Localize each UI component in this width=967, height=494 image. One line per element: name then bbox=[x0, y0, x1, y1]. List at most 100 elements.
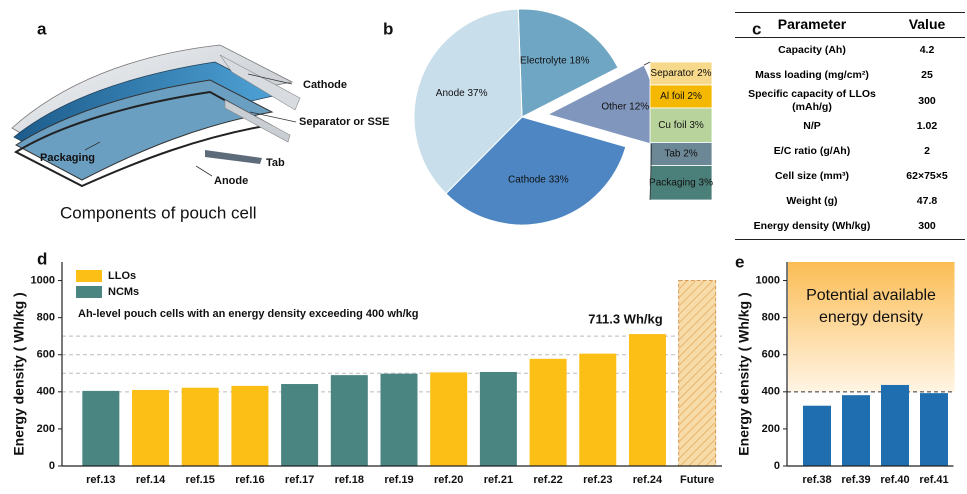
row: Weight (g) 47.8 bbox=[735, 189, 965, 214]
parameter-cell: Energy density (Wh/kg) bbox=[735, 214, 889, 240]
part-label: Separator or SSE bbox=[299, 116, 389, 128]
parameter-cell: E/C ratio (g/Ah) bbox=[773, 145, 851, 157]
slice-label: Electrolyte 18% bbox=[520, 56, 590, 67]
segment-label: Packaging 3% bbox=[649, 177, 713, 188]
y-tick-label: 200 bbox=[37, 423, 55, 435]
y-tick-label: 600 bbox=[37, 349, 55, 361]
bar bbox=[231, 385, 269, 466]
breakdown-segment bbox=[649, 107, 713, 143]
bar bbox=[479, 371, 517, 466]
panel-label: a bbox=[37, 19, 47, 38]
x-tick-label: ref.21 bbox=[484, 474, 513, 486]
row: Mass loading (mg/cm²) 25 bbox=[735, 63, 965, 88]
slice-label: Cathode 33% bbox=[508, 174, 569, 185]
row: E/C ratio (g/Ah) 2 bbox=[735, 139, 965, 164]
x-tick-label: ref.20 bbox=[434, 474, 463, 486]
x-tick-label: ref.17 bbox=[285, 474, 314, 486]
parameter-cell: Mass loading (mg/cm²) bbox=[755, 69, 869, 81]
bar bbox=[132, 389, 170, 466]
x-tick-label: ref.41 bbox=[919, 474, 948, 486]
value-cell: 4.2 bbox=[919, 44, 935, 56]
y-axis-label: Energy density ( Wh/kg ) bbox=[11, 292, 27, 455]
x-tick-label: ref.23 bbox=[583, 474, 612, 486]
bar bbox=[181, 387, 219, 466]
bar bbox=[579, 353, 617, 466]
row: Energy density (Wh/kg) 300 bbox=[735, 214, 965, 240]
parameter-cell: Capacity (Ah) bbox=[778, 44, 846, 56]
segment-label: Separator 2% bbox=[650, 68, 711, 79]
segment-label: Al foil 2% bbox=[660, 91, 702, 102]
x-tick-label: ref.38 bbox=[802, 474, 831, 486]
pie-slice bbox=[445, 116, 627, 226]
part-label: Packaging bbox=[40, 152, 95, 164]
value-cell: 300 bbox=[889, 214, 965, 240]
x-tick-label: ref.14 bbox=[136, 474, 166, 486]
bar bbox=[920, 393, 948, 466]
bar bbox=[430, 372, 468, 466]
bar bbox=[881, 384, 909, 466]
connector bbox=[643, 61, 651, 66]
x-tick-label: ref.40 bbox=[880, 474, 909, 486]
pouch-cell-illustration bbox=[11, 44, 301, 188]
column-header: Value bbox=[889, 12, 965, 38]
x-tick-label: ref.15 bbox=[186, 474, 215, 486]
value-cell: 2 bbox=[924, 145, 930, 157]
header-row: Parameter Value bbox=[735, 12, 965, 38]
legend-label: NCMs bbox=[108, 286, 139, 298]
x-tick-label: ref.22 bbox=[533, 474, 562, 486]
potential-region bbox=[788, 262, 955, 392]
annotation: Ah-level pouch cells with an energy dens… bbox=[78, 308, 419, 320]
legend-label: LLOs bbox=[108, 270, 136, 282]
value-label: 711.3 Wh/kg bbox=[588, 312, 662, 327]
bar bbox=[803, 405, 831, 466]
x-tick-label: ref.24 bbox=[633, 474, 663, 486]
pie-slice bbox=[517, 8, 619, 118]
bar bbox=[678, 280, 717, 467]
x-tick-label: ref.16 bbox=[235, 474, 264, 486]
parameter-cell: Specific capacity of LLOs (mAh/g) bbox=[748, 88, 876, 113]
bar bbox=[380, 373, 418, 466]
panel-label: d bbox=[37, 249, 47, 268]
part-label: Cathode bbox=[303, 79, 347, 91]
row: Cell size (mm³) 62×75×5 bbox=[735, 164, 965, 189]
slice-label: Other 12% bbox=[601, 102, 649, 113]
bar bbox=[628, 334, 666, 466]
value-cell: 25 bbox=[921, 69, 933, 81]
breakdown-segment bbox=[649, 165, 713, 201]
x-tick-label: ref.19 bbox=[384, 474, 413, 486]
x-tick-label: Future bbox=[680, 474, 714, 486]
value-cell: 1.02 bbox=[916, 120, 938, 132]
annotation: Potential available energy density bbox=[806, 287, 936, 326]
y-tick-label: 600 bbox=[762, 349, 780, 361]
panel-label: b bbox=[383, 19, 393, 38]
y-tick-label: 400 bbox=[37, 386, 55, 398]
diagram-title: Components of pouch cell bbox=[60, 203, 257, 222]
bar bbox=[529, 358, 567, 466]
pie-slice bbox=[413, 8, 523, 195]
value-cell: 300 bbox=[918, 94, 936, 107]
part-label: Anode bbox=[214, 175, 248, 187]
y-tick-label: 400 bbox=[762, 386, 780, 398]
bar bbox=[82, 390, 120, 466]
x-tick-label: ref.39 bbox=[841, 474, 870, 486]
segment-label: Tab 2% bbox=[664, 149, 697, 160]
y-tick-label: 200 bbox=[762, 423, 780, 435]
y-axis-label: Energy density ( Wh/kg ) bbox=[736, 292, 752, 455]
bar bbox=[330, 375, 368, 466]
y-tick-label: 800 bbox=[762, 312, 780, 324]
legend-swatch bbox=[76, 286, 102, 298]
column-header: Parameter bbox=[735, 12, 889, 38]
row: N/P 1.02 bbox=[735, 114, 965, 139]
part-label: Tab bbox=[266, 157, 285, 169]
row: Specific capacity of LLOs (mAh/g) 300 bbox=[735, 88, 965, 114]
bar bbox=[281, 384, 319, 466]
y-tick-label: 0 bbox=[49, 460, 55, 472]
y-tick-label: 800 bbox=[37, 312, 55, 324]
value-cell: 47.8 bbox=[916, 195, 938, 207]
parameter-cell: N/P bbox=[803, 120, 821, 132]
y-tick-label: 0 bbox=[774, 460, 780, 472]
slice-label: Anode 37% bbox=[436, 88, 488, 99]
y-tick-label: 1000 bbox=[756, 274, 780, 286]
